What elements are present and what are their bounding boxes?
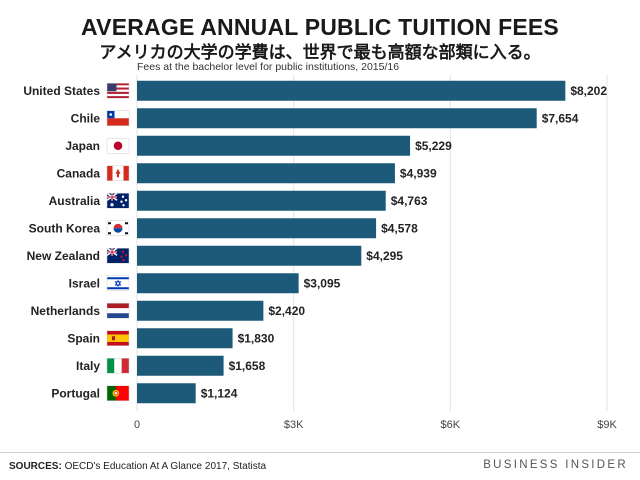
value-label-chile: $7,654 xyxy=(542,111,579,125)
value-label-canada: $4,939 xyxy=(400,166,437,180)
chart-title: AVERAGE ANNUAL PUBLIC TUITION FEES xyxy=(81,14,559,40)
footer-divider xyxy=(0,452,640,453)
israel-flag-icon xyxy=(106,275,130,291)
bar-united-states xyxy=(137,80,566,101)
bar-chart: 0 $3K $6K $9K United States $8,202 Chile $7,654… xyxy=(23,75,617,431)
category-label-united-states: United States xyxy=(23,84,100,98)
bar-italy xyxy=(137,355,224,376)
category-label-japan: Japan xyxy=(65,139,100,153)
chart-note: Fees at the bachelor level for public in… xyxy=(137,61,400,73)
source-citation: OECD's Education At A Glance 2017, Stati… xyxy=(61,461,267,472)
canada-flag-icon xyxy=(106,165,130,181)
chile-flag-icon xyxy=(106,110,130,126)
category-label-south-korea: South Korea xyxy=(29,221,101,235)
portugal-flag-icon xyxy=(106,385,130,401)
x-tick-label: $9K xyxy=(597,419,617,431)
category-label-chile: Chile xyxy=(71,111,101,125)
bar-spain xyxy=(137,328,233,349)
source-text: SOURCES: OECD's Education At A Glance 20… xyxy=(9,461,266,472)
category-label-portugal: Portugal xyxy=(51,386,100,400)
x-tick-label: $6K xyxy=(441,419,461,431)
bar-portugal xyxy=(137,383,196,404)
value-label-united-states: $8,202 xyxy=(570,84,607,98)
spain-flag-icon xyxy=(106,330,130,346)
south-korea-flag-icon xyxy=(106,220,130,236)
japan-flag-icon xyxy=(106,138,130,154)
category-label-canada: Canada xyxy=(57,166,101,180)
bar-new-zealand xyxy=(137,245,362,266)
us-flag-icon xyxy=(106,83,130,99)
netherlands-flag-icon xyxy=(106,303,130,319)
bar-netherlands xyxy=(137,300,264,321)
bar-israel xyxy=(137,273,299,294)
new-zealand-flag-icon xyxy=(106,247,130,264)
value-label-spain: $1,830 xyxy=(238,331,275,345)
bar-canada xyxy=(137,163,395,184)
bar-australia xyxy=(137,190,386,211)
x-tick-label: $3K xyxy=(284,419,304,431)
value-label-australia: $4,763 xyxy=(391,194,428,208)
category-label-israel: Israel xyxy=(69,276,100,290)
category-label-australia: Australia xyxy=(49,194,101,208)
italy-flag-icon xyxy=(106,358,130,374)
value-label-israel: $3,095 xyxy=(304,276,341,290)
chart-subtitle-japanese: アメリカの大学の学費は、世界で最も高額な部類に入る。 xyxy=(99,43,541,63)
category-label-italy: Italy xyxy=(76,359,100,373)
value-label-italy: $1,658 xyxy=(229,359,266,373)
source-label: SOURCES: xyxy=(9,461,62,472)
value-label-japan: $5,229 xyxy=(415,139,452,153)
category-label-spain: Spain xyxy=(67,331,100,345)
business-insider-logo: BUSINESS INSIDER xyxy=(483,459,628,471)
value-label-south-korea: $4,578 xyxy=(381,221,418,235)
category-label-netherlands: Netherlands xyxy=(31,304,101,318)
x-tick-label: 0 xyxy=(134,419,140,431)
bar-chile xyxy=(137,108,537,129)
bar-japan xyxy=(137,135,411,156)
value-label-netherlands: $2,420 xyxy=(268,304,305,318)
bar-south-korea xyxy=(137,218,377,239)
value-label-portugal: $1,124 xyxy=(201,386,238,400)
value-label-new-zealand: $4,295 xyxy=(366,249,403,263)
category-label-new-zealand: New Zealand xyxy=(27,249,100,263)
australia-flag-icon xyxy=(106,192,130,209)
